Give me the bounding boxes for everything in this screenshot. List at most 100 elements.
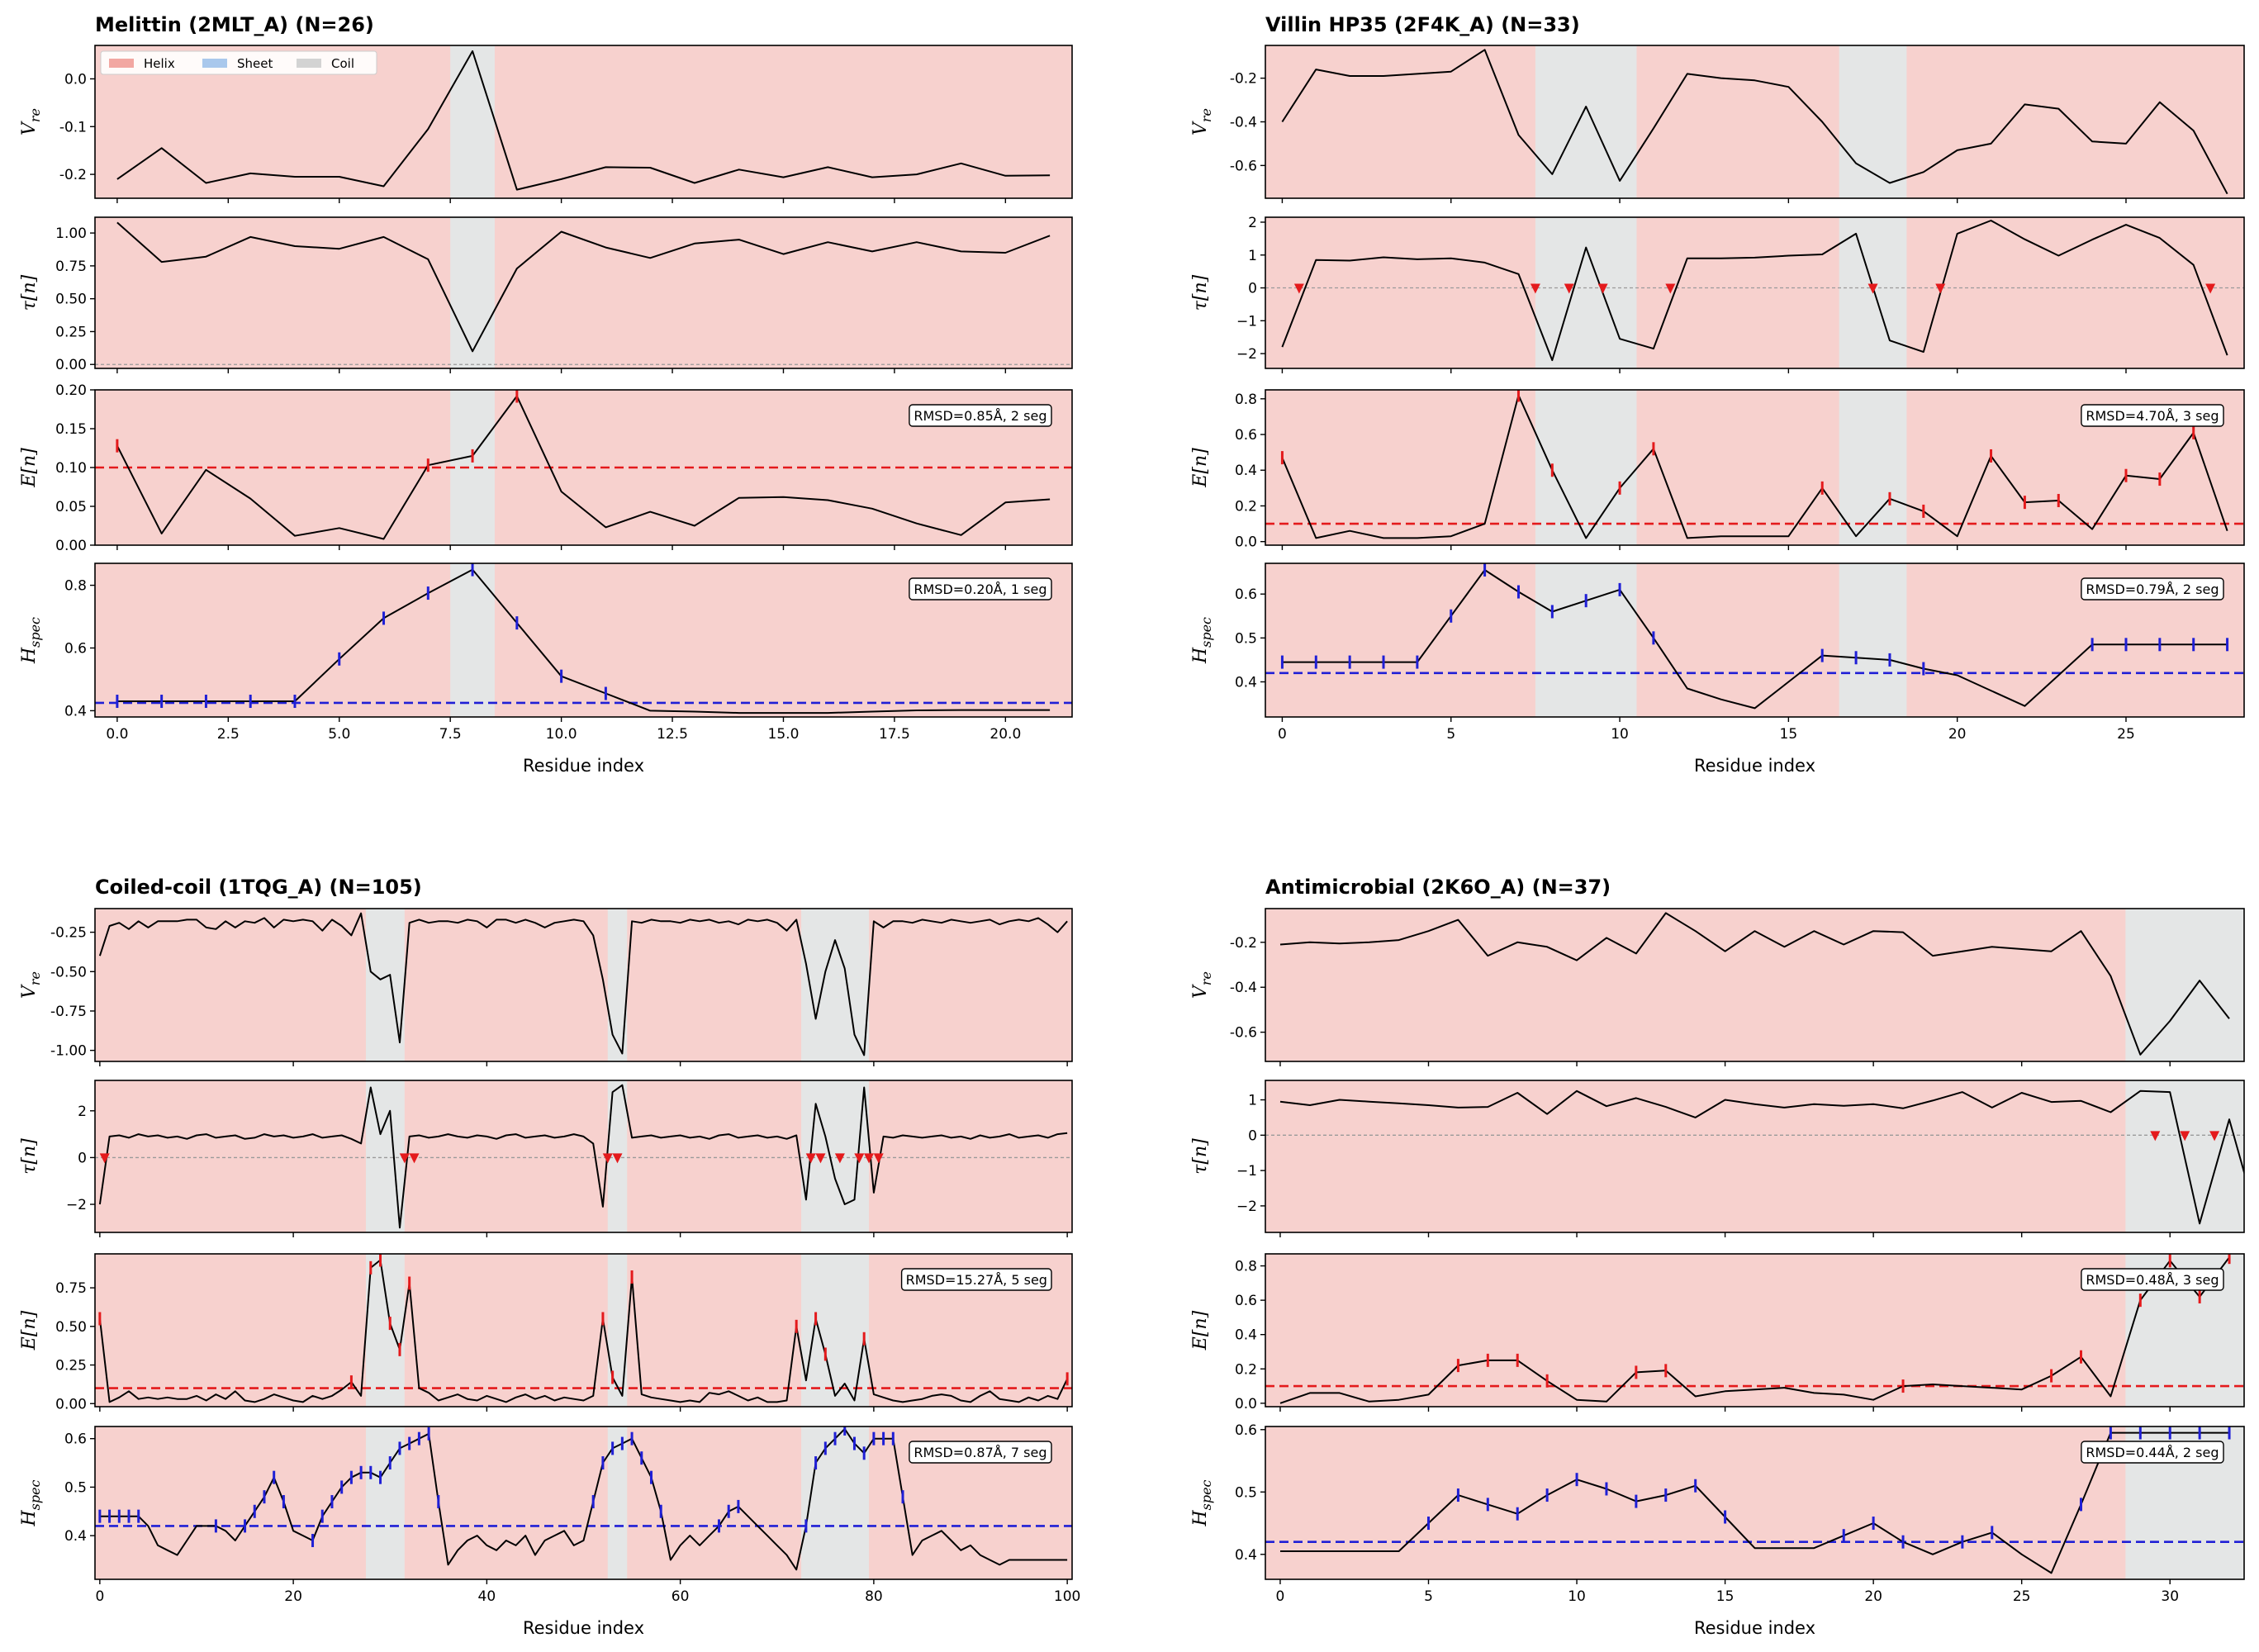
sign-flip-marker: [873, 1153, 884, 1164]
helix-region: [1265, 45, 2244, 198]
y-tick-label: 0.00: [55, 538, 87, 554]
y-tick-label: 0.4: [1235, 674, 1257, 691]
subplot-tau: 2 0 −2 τ[n]: [19, 1080, 1073, 1237]
sign-flip-marker: [854, 1153, 865, 1164]
y-tick-label: 0.6: [1235, 1422, 1257, 1439]
y-tick-label: 1: [1248, 248, 1257, 264]
axes-frame: [1265, 389, 2245, 546]
coil-region: [1535, 563, 1637, 717]
e-series-line: [116, 395, 1051, 540]
subplot-e: 0.75 0.50 0.25 0.00 E[n] RMSD=15.27Å, 5 seg: [19, 1253, 1073, 1412]
helix-region: [1265, 217, 2244, 368]
x-tick-label: 12.5: [657, 726, 688, 743]
y-tick-label: -0.4: [1230, 115, 1257, 131]
sign-flip-marker: [602, 1153, 613, 1164]
h-axis-label: Hspec: [1190, 617, 1214, 664]
tau-axis-label: τ[n]: [1190, 274, 1211, 311]
plot-area: [95, 221, 1072, 365]
x-tick-label: 10: [1611, 726, 1629, 743]
y-tick-label: 0.8: [1235, 392, 1257, 408]
y-tick-label: 0.6: [64, 1431, 87, 1448]
x-axis-label: Residue index: [523, 1618, 644, 1638]
sign-flip-marker: [805, 1153, 816, 1164]
panel-4: Antimicrobial (2K6O_A) (N=37)-0.2-0.4-0.…: [1190, 876, 2245, 1638]
sign-flip-marker: [1867, 283, 1878, 294]
sign-flip-marker: [2180, 1131, 2190, 1142]
y-tick-label: -0.1: [59, 119, 87, 135]
subplot-e: 0.8 0.6 0.4 0.2 0.0 E[n] RMSD=0.48Å, 3 seg: [1190, 1253, 2245, 1412]
axes-frame: [94, 1253, 1073, 1408]
y-tick-label: 2: [1248, 215, 1257, 231]
rmsd-annotation: RMSD=0.44Å, 2 seg: [2086, 1445, 2219, 1460]
subplot-v: -0.2 -0.4 -0.6 Vre: [1190, 45, 2245, 203]
tau-series-line: [116, 221, 1051, 353]
subplot-tau: 1 0 −1 −2 τ[n]: [1190, 1080, 2245, 1237]
coil-region: [450, 45, 495, 198]
helix-region: [1265, 1080, 2244, 1232]
x-tick-label: 20: [1948, 726, 1967, 743]
y-tick-label: 0.25: [55, 1358, 87, 1374]
y-tick-label: 0.4: [64, 1528, 87, 1545]
plot-area: [1279, 912, 2230, 1056]
legend-frame: [100, 50, 377, 75]
x-tick-label: 0: [1278, 726, 1287, 743]
coil-region: [2125, 909, 2244, 1061]
legend: Helix Sheet Coil: [100, 50, 377, 75]
x-tick-label: 80: [865, 1588, 883, 1605]
plot-area: [95, 1254, 1072, 1403]
e-axis-label: E[n]: [19, 1310, 40, 1351]
y-tick-label: 0.20: [55, 382, 87, 399]
plot-area: [95, 390, 1072, 540]
x-tick-label: 20: [284, 1588, 302, 1605]
legend-swatch-helix: [109, 59, 134, 68]
y-tick-label: 0: [1248, 281, 1257, 297]
plot-area: [1265, 220, 2244, 362]
legend-label: Helix: [144, 56, 175, 71]
x-tick-label: 100: [1054, 1588, 1080, 1605]
x-tick-label: 5.0: [328, 726, 350, 743]
panel-title: Coiled-coil (1TQG_A) (N=105): [95, 876, 422, 899]
plot-area: [1265, 1427, 2244, 1574]
y-tick-label: 0.8: [1235, 1259, 1257, 1275]
subplot-h: 0.6 0.5 0.4 0 5 10 15 20 25 30 Hspec RMSD=0.44Å, 2 …: [1190, 1422, 2245, 1605]
plot-area: [1265, 390, 2244, 539]
x-tick-label: 15: [1780, 726, 1798, 743]
rmsd-annotation-box: [2081, 1441, 2224, 1464]
y-tick-label: 0.5: [64, 1479, 87, 1496]
coil-region: [801, 909, 870, 1061]
x-tick-label: 7.5: [439, 726, 462, 743]
rmsd-annotation: RMSD=0.48Å, 3 seg: [2086, 1272, 2219, 1288]
axes-frame: [1265, 1426, 2245, 1580]
y-tick-label: 0.4: [1235, 1327, 1257, 1344]
y-tick-label: 0.50: [55, 1319, 87, 1336]
coil-region: [801, 1254, 870, 1407]
y-tick-label: 2: [78, 1104, 87, 1120]
helix-region: [95, 909, 1072, 1061]
x-tick-label: 25: [2013, 1588, 2031, 1605]
h-axis-label: Hspec: [1190, 1479, 1214, 1526]
h-series-line: [1280, 1431, 2229, 1574]
y-tick-label: -0.75: [50, 1004, 87, 1020]
rmsd-annotation-box: [909, 577, 1052, 601]
x-tick-label: 10: [1568, 1588, 1586, 1605]
y-tick-label: 0.0: [64, 71, 87, 88]
rmsd-annotation-box: [900, 1268, 1052, 1291]
sign-flip-marker: [1935, 283, 1946, 294]
subplot-tau: 1.00 0.75 0.50 0.25 0.00 τ[n]: [19, 216, 1073, 373]
subplot-v: -0.2 -0.4 -0.6 Vre: [1190, 908, 2245, 1066]
tau-axis-label: τ[n]: [1190, 1138, 1211, 1175]
x-tick-label: 25: [2117, 726, 2135, 743]
y-tick-label: -0.25: [50, 925, 87, 942]
y-tick-label: 0.00: [55, 357, 87, 373]
y-tick-label: 0.8: [64, 578, 87, 595]
coil-region: [607, 1427, 628, 1579]
y-tick-label: 0.75: [55, 259, 87, 275]
y-tick-label: 0: [1248, 1127, 1257, 1144]
y-tick-label: 0.0: [1235, 534, 1257, 551]
plot-area: [1265, 1089, 2244, 1225]
rmsd-annotation: RMSD=4.70Å, 3 seg: [2086, 408, 2219, 424]
plot-area: [1265, 563, 2244, 710]
y-tick-label: 0: [78, 1150, 87, 1166]
sign-flip-marker: [1530, 283, 1540, 294]
